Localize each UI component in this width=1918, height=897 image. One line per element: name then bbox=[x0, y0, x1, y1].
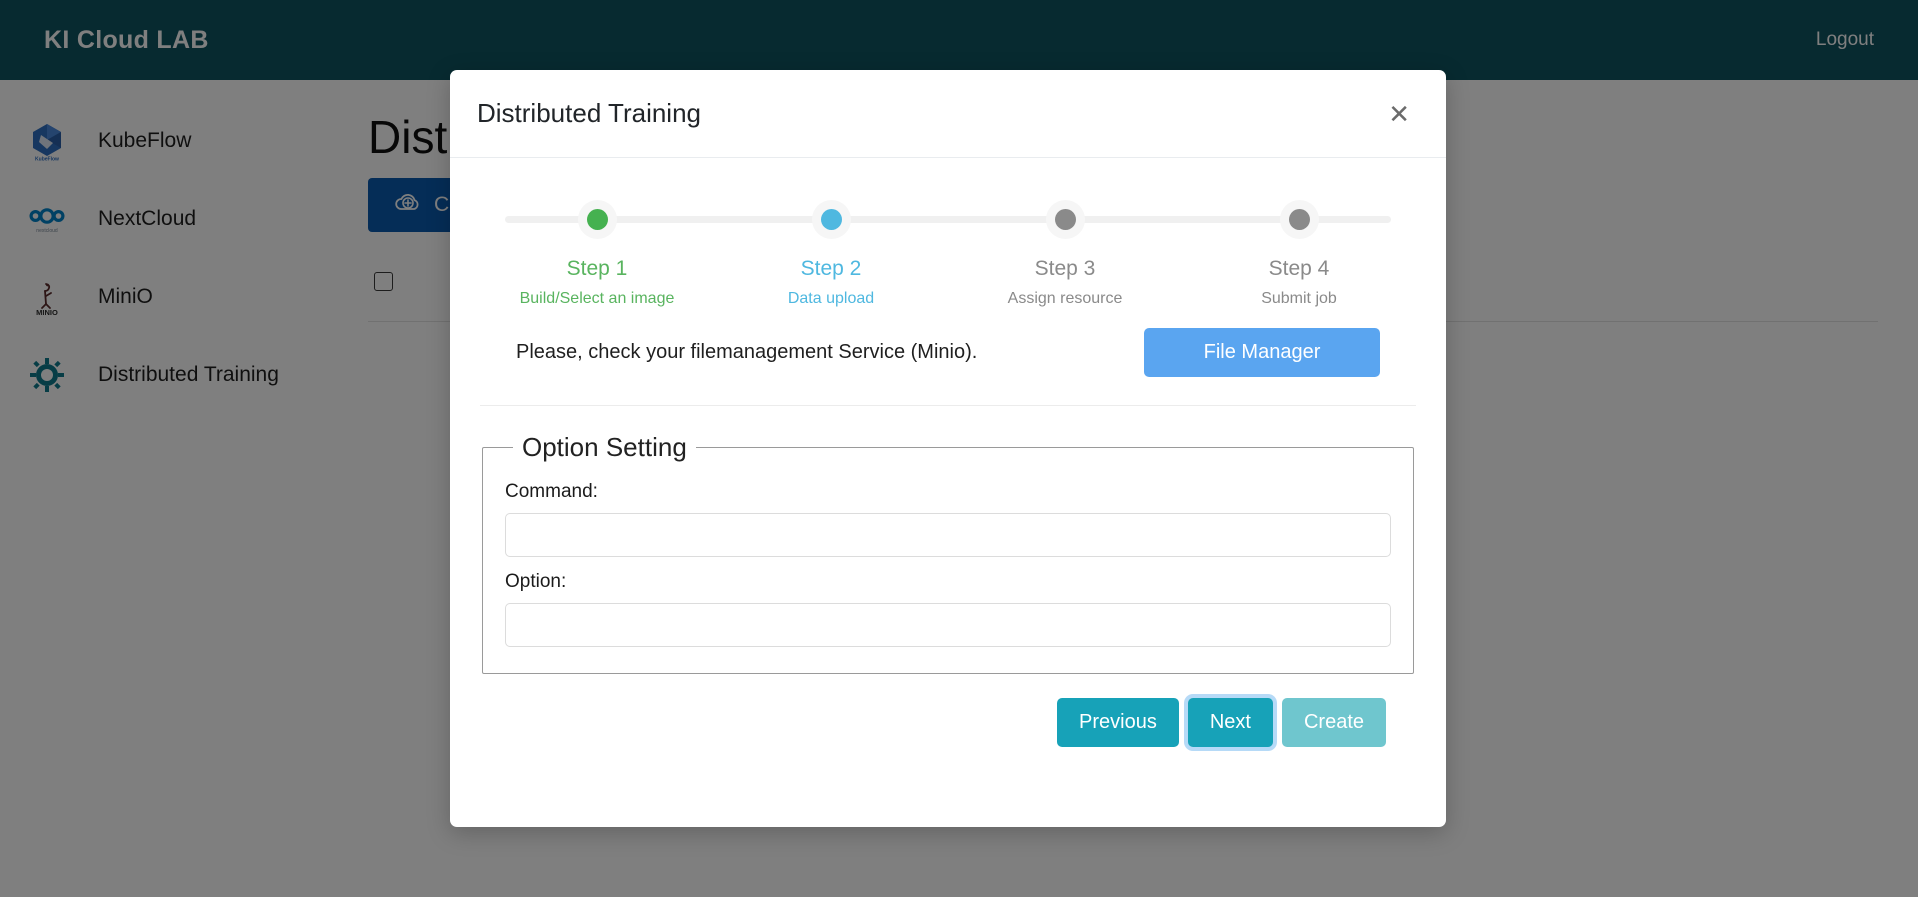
step-marker bbox=[1279, 200, 1319, 239]
step-name: Step 1 bbox=[566, 257, 628, 280]
modal-footer: Previous Next Create bbox=[480, 674, 1416, 747]
step-name: Step 2 bbox=[800, 257, 862, 280]
modal-header: Distributed Training ✕ bbox=[450, 70, 1446, 158]
step-description: Data upload bbox=[787, 290, 875, 307]
option-setting-fieldset: Option Setting Command: Option: bbox=[482, 432, 1414, 674]
step-description: Submit job bbox=[1261, 290, 1337, 307]
option-input[interactable] bbox=[505, 603, 1391, 647]
distributed-training-modal: Distributed Training ✕ Step 1 Build/Sele… bbox=[450, 70, 1446, 827]
modal-body: Step 1 Build/Select an image Step 2 Data… bbox=[450, 158, 1446, 827]
create-button[interactable]: Create bbox=[1281, 698, 1386, 747]
minio-note-text: Please, check your filemanagement Servic… bbox=[516, 341, 978, 363]
step-description: Build/Select an image bbox=[519, 290, 675, 307]
modal-title: Distributed Training bbox=[477, 98, 701, 128]
stepper-step-2[interactable]: Step 2 Data upload bbox=[714, 200, 948, 312]
step-name: Step 4 bbox=[1268, 257, 1330, 280]
step-marker bbox=[1045, 200, 1085, 239]
stepper-step-3[interactable]: Step 3 Assign resource bbox=[948, 200, 1182, 312]
stepper-track bbox=[505, 216, 1391, 223]
command-input[interactable] bbox=[505, 513, 1391, 557]
stepper-step-4[interactable]: Step 4 Submit job bbox=[1182, 200, 1416, 312]
step-name: Step 3 bbox=[1034, 257, 1096, 280]
file-manager-button[interactable]: File Manager bbox=[1144, 328, 1380, 377]
previous-button[interactable]: Previous bbox=[1057, 698, 1179, 747]
stepper-step-1[interactable]: Step 1 Build/Select an image bbox=[480, 200, 714, 312]
wizard-stepper: Step 1 Build/Select an image Step 2 Data… bbox=[480, 200, 1416, 312]
step-marker bbox=[811, 200, 851, 239]
step-description: Assign resource bbox=[1007, 290, 1123, 307]
option-setting-legend: Option Setting bbox=[522, 432, 687, 462]
minio-service-row: Please, check your filemanagement Servic… bbox=[480, 320, 1416, 406]
command-label: Command: bbox=[505, 481, 598, 502]
step-marker bbox=[577, 200, 617, 239]
next-button[interactable]: Next bbox=[1187, 698, 1273, 747]
close-icon[interactable]: ✕ bbox=[1380, 95, 1418, 133]
option-label: Option: bbox=[505, 571, 567, 592]
